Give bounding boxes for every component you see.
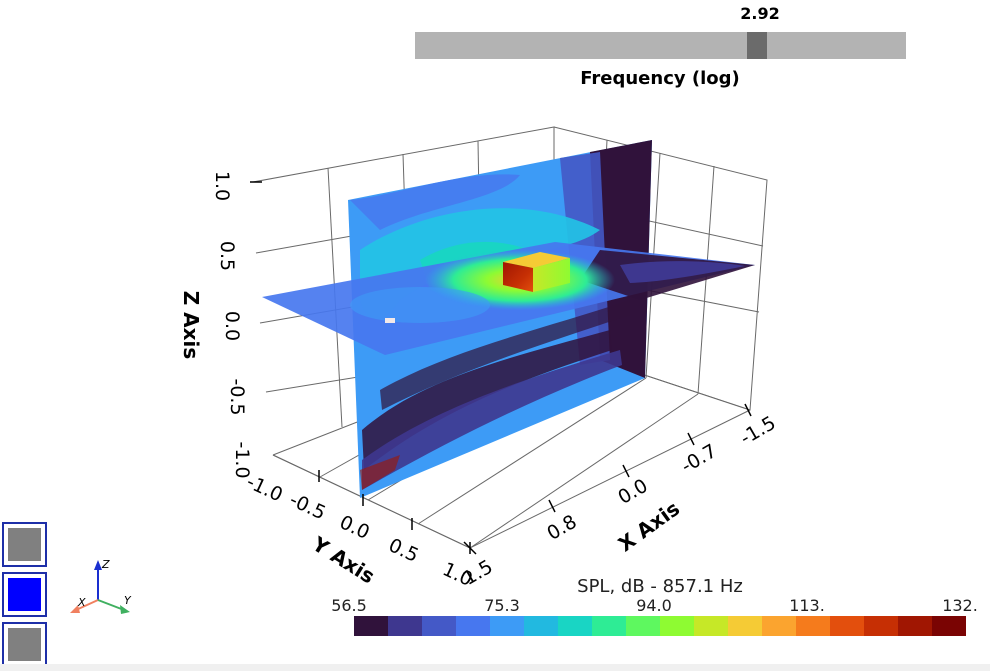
toggle-swatch-2 bbox=[8, 578, 41, 611]
toggle-button-1[interactable] bbox=[2, 522, 47, 567]
source-box bbox=[503, 252, 570, 292]
frequency-slider-track[interactable] bbox=[415, 32, 906, 59]
y-axis-title: Y Axis bbox=[307, 531, 379, 588]
colorbar-title: SPL, dB - 857.1 Hz bbox=[577, 576, 743, 597]
axis-tick-marks bbox=[250, 181, 752, 555]
x-tick-label: -1.5 bbox=[736, 412, 779, 450]
x-tick-label: -0.7 bbox=[677, 440, 720, 478]
z-tick-label: 0.0 bbox=[221, 311, 243, 341]
colorbar-segment bbox=[796, 616, 831, 636]
orientation-axes-widget: Z X Y bbox=[70, 558, 132, 614]
colorbar-segment bbox=[864, 616, 899, 636]
colorbar-tick-label: 94.0 bbox=[636, 596, 672, 615]
colorbar-segment bbox=[660, 616, 695, 636]
colorbar bbox=[354, 616, 966, 636]
slider-value-label: 2.92 bbox=[740, 4, 780, 23]
frequency-slider-handle[interactable] bbox=[747, 32, 767, 59]
colorbar-segment bbox=[830, 616, 865, 636]
z-tick-label: -1.0 bbox=[231, 441, 253, 478]
colorbar-segment bbox=[762, 616, 797, 636]
colorbar-segment bbox=[558, 616, 593, 636]
colorbar-segment bbox=[898, 616, 933, 636]
z-tick-label: 0.5 bbox=[216, 241, 238, 271]
z-axis-title: Z Axis bbox=[179, 291, 203, 360]
colorbar-segment bbox=[422, 616, 457, 636]
colorbar-tick-label: 113. bbox=[789, 596, 825, 615]
colorbar-segment bbox=[354, 616, 389, 636]
status-strip bbox=[0, 664, 990, 671]
colorbar-segment bbox=[932, 616, 966, 636]
slider-title: Frequency (log) bbox=[580, 68, 740, 89]
x-tick-label: 0.8 bbox=[543, 511, 580, 545]
colorbar-segment bbox=[456, 616, 491, 636]
y-tick-label: -0.5 bbox=[286, 489, 329, 525]
colorbar-segment bbox=[524, 616, 559, 636]
colorbar-segment bbox=[490, 616, 525, 636]
toggle-swatch-1 bbox=[8, 528, 41, 561]
orientation-z-label: Z bbox=[101, 558, 110, 571]
x-tick-label: 0.0 bbox=[614, 475, 651, 509]
toggle-swatch-3 bbox=[8, 628, 41, 661]
orientation-x-label: X bbox=[77, 596, 86, 609]
colorbar-segment bbox=[694, 616, 729, 636]
colorbar-segment bbox=[626, 616, 661, 636]
z-tick-label: 1.0 bbox=[211, 171, 233, 201]
y-tick-label: 0.5 bbox=[385, 534, 422, 567]
toggle-button-2[interactable] bbox=[2, 572, 47, 617]
y-tick-label: -1.0 bbox=[243, 471, 286, 507]
colorbar-segment bbox=[388, 616, 423, 636]
colorbar-segment bbox=[728, 616, 763, 636]
y-tick-label: 0.0 bbox=[336, 511, 373, 544]
colorbar-tick-label: 75.3 bbox=[484, 596, 520, 615]
colorbar-segment bbox=[592, 616, 627, 636]
toggle-button-3[interactable] bbox=[2, 622, 47, 667]
z-tick-label: -0.5 bbox=[226, 378, 248, 415]
orientation-y-label: Y bbox=[124, 594, 132, 607]
colorbar-tick-label: 132. bbox=[942, 596, 978, 615]
colorbar-tick-label: 56.5 bbox=[331, 596, 367, 615]
